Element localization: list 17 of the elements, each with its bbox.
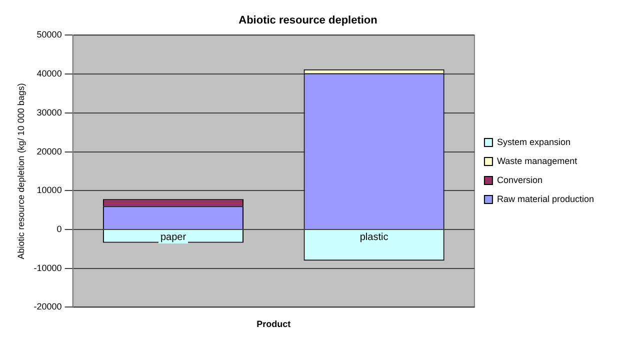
legend-label: Waste management <box>496 156 578 166</box>
legend-label: System expansion <box>496 136 570 147</box>
chart-title: Abiotic resource depletion <box>238 14 378 27</box>
y-axis-title: Abiotic resource depletion (kg/ 10 000 bags) <box>16 83 26 260</box>
y-tick-label: 40000 <box>36 68 62 79</box>
x-tick-label: plastic <box>360 232 388 244</box>
y-tick-label: 20000 <box>36 146 62 156</box>
y-tick-label: -20000 <box>34 302 62 312</box>
y-tick-label: 0 <box>56 224 62 234</box>
legend-label: Raw material production <box>496 194 594 204</box>
x-tick-label: paper <box>160 232 187 244</box>
x-axis-title: Product <box>256 319 291 330</box>
y-tick-label: 10000 <box>36 185 62 196</box>
y-tick-label: 30000 <box>36 107 62 118</box>
y-tick-label: 50000 <box>36 30 62 40</box>
y-tick-label: -10000 <box>34 262 62 273</box>
legend-label: Conversion <box>496 174 542 185</box>
